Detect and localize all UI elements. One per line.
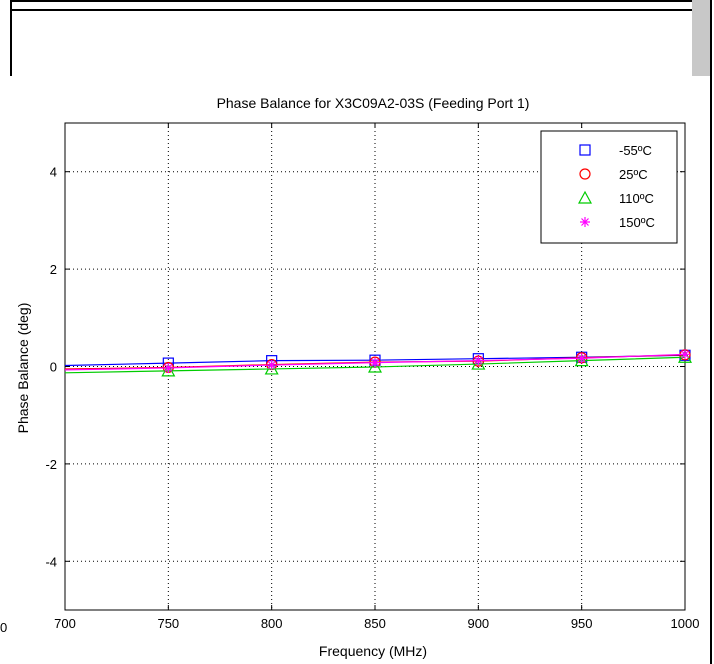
legend-marker xyxy=(580,217,590,227)
data-point xyxy=(576,353,587,364)
x-axis-label: Frequency (MHz) xyxy=(319,643,427,659)
y-tick-label: 4 xyxy=(50,165,57,180)
data-point xyxy=(680,349,690,360)
legend-entry-label: 150ºC xyxy=(619,215,655,230)
legend-entry-label: 25ºC xyxy=(619,167,648,182)
y-tick-label: 0 xyxy=(50,360,57,375)
legend: -55ºC 25ºC 110ºC 150ºC xyxy=(540,130,678,244)
legend-entry-label: -55ºC xyxy=(619,143,652,158)
y-tick-label: -4 xyxy=(45,554,57,569)
series-star xyxy=(64,349,690,373)
x-tick-label: 850 xyxy=(364,616,386,631)
document-table-frame xyxy=(10,0,694,76)
y-tick-label: 2 xyxy=(50,262,57,277)
data-point xyxy=(574,353,589,367)
x-tick-label: 900 xyxy=(467,616,489,631)
legend-marker xyxy=(579,168,591,180)
legend-entry-label: 110ºC xyxy=(619,191,654,206)
chart-title: Phase Balance for X3C09A2-03S (Feeding P… xyxy=(217,95,530,111)
data-point xyxy=(367,359,383,373)
x-tick-label: 950 xyxy=(571,616,593,631)
data-point xyxy=(266,360,277,371)
data-point xyxy=(473,355,484,366)
data-point xyxy=(370,357,380,368)
document-table-rule xyxy=(10,9,694,11)
scrollbar[interactable] xyxy=(692,0,710,76)
data-point xyxy=(163,362,174,373)
x-tick-label: 700 xyxy=(54,616,76,631)
x-tick-label: 1000 xyxy=(671,616,700,631)
legend-box xyxy=(540,130,678,244)
legend-marker xyxy=(579,144,591,156)
plot-area: 700 750 800 850 900 950 1000 -4 -2 0 2 4 -55ºC 25ºC 11… xyxy=(45,122,700,631)
legend-marker xyxy=(577,190,593,204)
clipped-tick-label: 0 xyxy=(0,620,8,635)
page-edge-line xyxy=(710,0,712,664)
x-tick-label: 750 xyxy=(157,616,179,631)
y-tick-label: -2 xyxy=(45,457,57,472)
x-tick-label: 800 xyxy=(261,616,283,631)
y-axis-label: Phase Balance (deg) xyxy=(15,303,31,434)
